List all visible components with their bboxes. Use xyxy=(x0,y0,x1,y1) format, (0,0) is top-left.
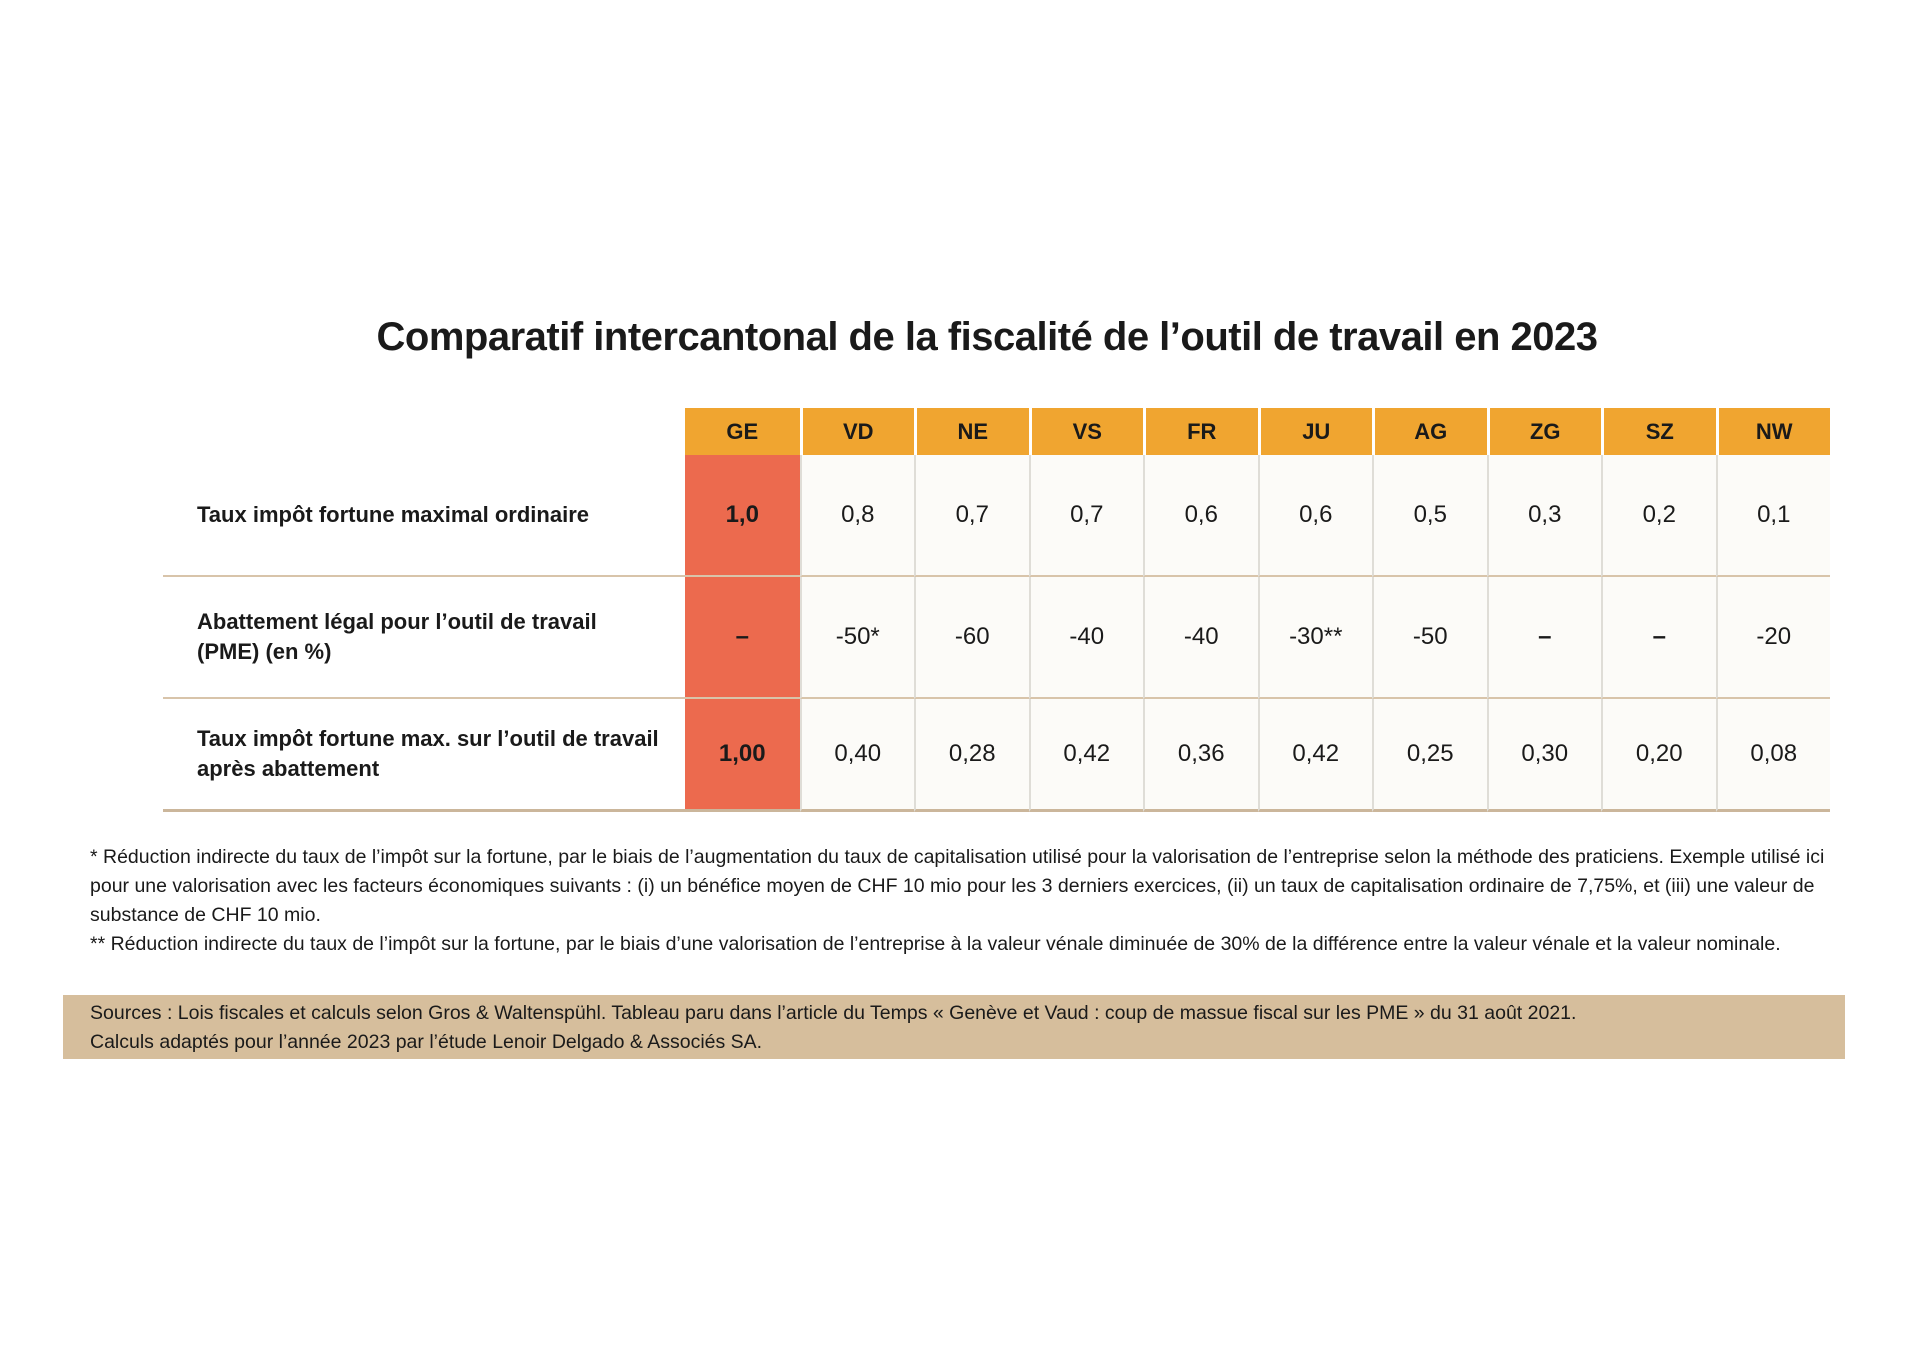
column-header-ju: JU xyxy=(1257,408,1372,455)
row-label: Abattement légal pour l’outil de travail… xyxy=(163,577,685,699)
table-cell: -50 xyxy=(1372,577,1487,699)
column-header-vd: VD xyxy=(799,408,914,455)
table-cell: 0,2 xyxy=(1601,455,1716,577)
table-cell: – xyxy=(1601,577,1716,699)
column-header-fr: FR xyxy=(1143,408,1258,455)
table-cell: 0,30 xyxy=(1486,699,1601,812)
column-header-vs: VS xyxy=(1028,408,1143,455)
comparison-table: GE VD NE VS FR JU AG ZG SZ NW Taux impôt… xyxy=(163,408,1830,812)
sources-line-2: Calculs adaptés pour l’année 2023 par l’… xyxy=(90,1031,763,1053)
table-cell: 0,1 xyxy=(1715,455,1830,577)
table-cell: 0,08 xyxy=(1715,699,1830,812)
table-corner-spacer xyxy=(163,408,685,455)
table-cell: 0,7 xyxy=(1028,455,1143,577)
table-cell: 0,40 xyxy=(799,699,914,812)
table-cell: 1,00 xyxy=(685,699,800,812)
table-cell: -40 xyxy=(1143,577,1258,699)
table-cell: -30** xyxy=(1257,577,1372,699)
footnote-asterisk: * Réduction indirecte du taux de l’impôt… xyxy=(90,846,1825,926)
table-cell: 0,42 xyxy=(1028,699,1143,812)
page-title: Comparatif intercantonal de la fiscalité… xyxy=(376,314,1598,359)
table-cell: 0,8 xyxy=(799,455,914,577)
table-cell: – xyxy=(1486,577,1601,699)
table-cell: – xyxy=(685,577,800,699)
footnote-double-asterisk: ** Réduction indirecte du taux de l’impô… xyxy=(90,933,1781,955)
table-cell: -40 xyxy=(1028,577,1143,699)
table-cell: 0,28 xyxy=(914,699,1029,812)
table-cell: 0,5 xyxy=(1372,455,1487,577)
row-label: Taux impôt fortune max. sur l’outil de t… xyxy=(163,699,685,812)
table-cell: 0,20 xyxy=(1601,699,1716,812)
column-header-zg: ZG xyxy=(1486,408,1601,455)
table-cell: 0,36 xyxy=(1143,699,1258,812)
column-header-ag: AG xyxy=(1372,408,1487,455)
table-cell: 0,6 xyxy=(1257,455,1372,577)
column-header-sz: SZ xyxy=(1601,408,1716,455)
table-cell: -20 xyxy=(1715,577,1830,699)
table-cell: 1,0 xyxy=(685,455,800,577)
column-header-nw: NW xyxy=(1715,408,1830,455)
table-cell: -60 xyxy=(914,577,1029,699)
table-cell: 0,42 xyxy=(1257,699,1372,812)
row-label: Taux impôt fortune maximal ordinaire xyxy=(163,455,685,577)
table-cell: -50* xyxy=(799,577,914,699)
table-cell: 0,7 xyxy=(914,455,1029,577)
column-header-ge: GE xyxy=(685,408,800,455)
table-cell: 0,6 xyxy=(1143,455,1258,577)
table-cell: 0,25 xyxy=(1372,699,1487,812)
sources-line-1: Sources : Lois fiscales et calculs selon… xyxy=(90,1002,1577,1024)
footnotes: * Réduction indirecte du taux de l’impôt… xyxy=(90,843,1858,959)
table-cell: 0,3 xyxy=(1486,455,1601,577)
sources-box: Sources : Lois fiscales et calculs selon… xyxy=(63,995,1845,1059)
column-header-ne: NE xyxy=(914,408,1029,455)
